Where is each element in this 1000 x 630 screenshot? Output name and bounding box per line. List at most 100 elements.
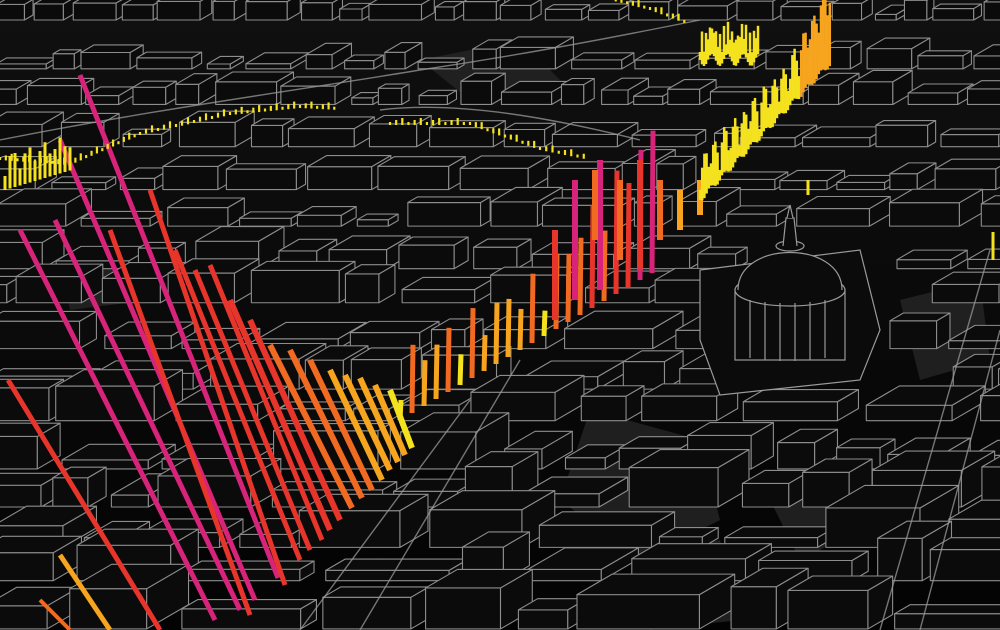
data-bar	[307, 358, 375, 492]
building-face	[344, 273, 380, 304]
building-face	[206, 55, 244, 65]
building-face	[181, 599, 317, 610]
data-bar	[147, 189, 288, 586]
building-face	[802, 137, 871, 148]
building-face	[52, 53, 75, 70]
building-face	[425, 568, 533, 589]
data-bar	[107, 229, 253, 616]
building-face	[464, 451, 539, 468]
building-face	[304, 345, 369, 361]
building-face	[434, 6, 455, 21]
building-face	[33, 3, 64, 21]
building-face	[72, 0, 123, 4]
data-bar	[577, 237, 584, 316]
data-bar	[372, 383, 408, 457]
building-face	[132, 86, 167, 106]
building-face	[0, 535, 83, 554]
building-face	[634, 52, 703, 61]
building-face	[503, 122, 556, 131]
building-face	[547, 161, 628, 169]
building-face	[831, 2, 863, 21]
building-face	[530, 0, 542, 21]
building-face	[461, 531, 530, 548]
building-face	[33, 0, 72, 5]
data-bar	[357, 376, 401, 464]
building-face	[907, 83, 974, 94]
building-face	[677, 187, 741, 203]
building-face	[894, 613, 1000, 630]
building-face	[225, 163, 307, 170]
building-face	[499, 0, 542, 6]
building-face	[742, 401, 839, 422]
data-bar	[5, 378, 163, 630]
building-face	[368, 114, 432, 125]
building-face	[667, 79, 717, 90]
building-face	[551, 133, 619, 148]
building-face	[181, 608, 302, 630]
building-face	[929, 549, 1000, 582]
building-face	[948, 499, 1000, 520]
building-face	[576, 594, 701, 630]
building-face	[564, 457, 606, 470]
building-face	[541, 204, 623, 227]
building-face	[499, 36, 574, 48]
building-face	[459, 167, 529, 191]
data-bar	[625, 183, 632, 288]
building-face	[538, 511, 676, 526]
building-face	[973, 44, 1000, 57]
building-face	[499, 46, 556, 70]
building-face	[0, 484, 42, 508]
building-face	[628, 1, 670, 21]
building-face	[903, 0, 928, 21]
building-face	[780, 6, 826, 21]
building-face	[250, 269, 340, 304]
data-bar	[207, 264, 325, 541]
building-face	[368, 3, 423, 21]
building-face	[697, 246, 748, 255]
data-bar	[17, 228, 218, 622]
building-face	[967, 258, 1000, 270]
building-face	[576, 573, 736, 596]
building-face	[538, 524, 653, 548]
building-face	[350, 347, 422, 361]
building-face	[245, 0, 292, 3]
data-bar	[227, 298, 333, 532]
building-face	[349, 320, 440, 334]
building-face	[175, 73, 218, 85]
building-face	[948, 340, 1000, 350]
building-face	[564, 310, 684, 330]
data-bar	[172, 249, 303, 561]
building-face	[634, 59, 691, 70]
building-face	[742, 388, 860, 403]
building-face	[981, 466, 1000, 508]
building-face	[401, 288, 476, 304]
building-face	[852, 69, 913, 83]
building-face	[225, 168, 297, 191]
building-face	[668, 0, 679, 21]
building-face	[504, 430, 573, 450]
building-face	[658, 526, 719, 538]
building-face	[296, 214, 342, 227]
building-face	[470, 374, 585, 393]
building-face	[162, 165, 219, 191]
building-face	[940, 134, 1000, 148]
building-face	[571, 52, 635, 61]
building-face	[257, 321, 367, 340]
data-bar	[247, 318, 343, 522]
building-face	[80, 44, 144, 54]
building-face	[384, 51, 406, 70]
data-bar	[57, 553, 113, 630]
data-bar	[287, 348, 365, 500]
data-bar	[192, 269, 313, 551]
building-face	[796, 208, 871, 227]
building-face	[544, 8, 583, 21]
building-face	[121, 0, 163, 6]
building-face	[866, 48, 913, 70]
building-face	[72, 2, 117, 21]
building-face	[983, 0, 1000, 3]
building-face	[0, 229, 65, 243]
building-face	[250, 124, 284, 148]
building-face	[55, 369, 184, 387]
